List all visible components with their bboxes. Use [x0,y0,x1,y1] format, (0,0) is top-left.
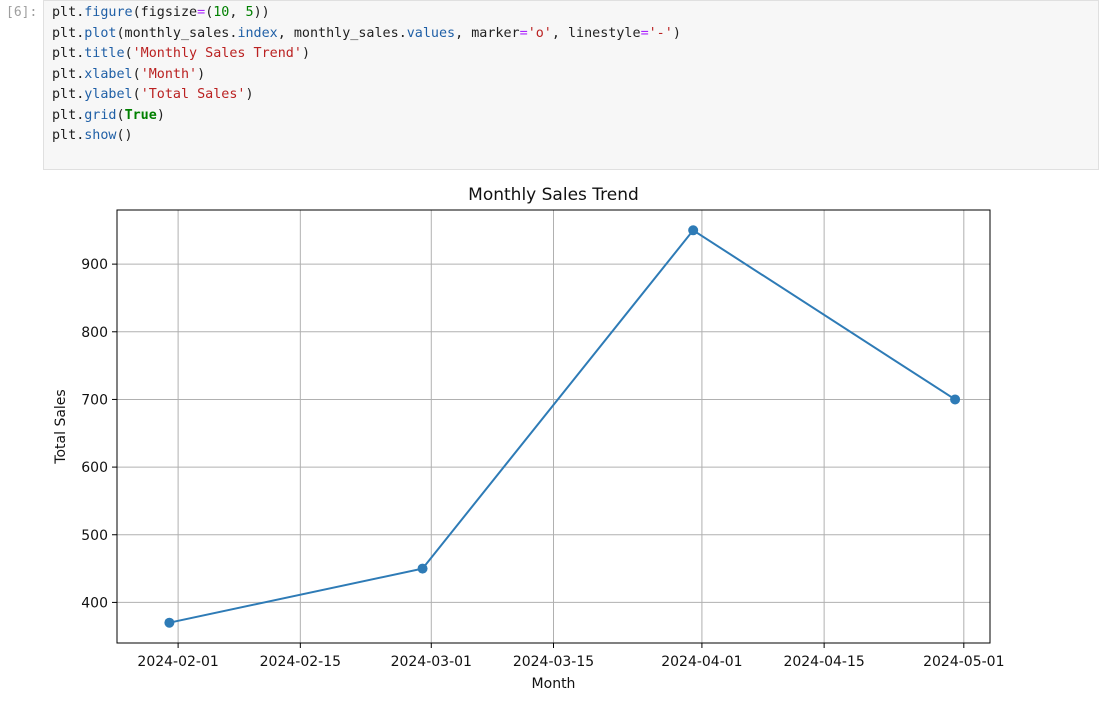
code-token: '-' [648,25,673,41]
code-token: plt [52,107,77,123]
x-axis-label: Month [532,676,576,692]
code-token: show [84,128,117,143]
code-token: 'Monthly Sales Trend' [132,46,302,61]
data-point-marker [164,617,175,628]
cell-output: 2024-02-01 2024-02-15 2024-03-01 2024-03-15… [43,170,1099,701]
code-token: . [76,5,85,20]
code-token: plt [52,66,77,82]
sales-line [169,228,956,624]
y-tick-label: 500 [81,528,108,544]
line-chart: 2024-02-01 2024-02-15 2024-03-01 2024-03-15… [53,185,1004,692]
code-token: ( [116,107,125,123]
code-token: 10 [213,5,230,20]
code-line: plt.grid(True) [52,106,681,127]
code-token: xlabel [84,66,133,82]
y-tick-label: 900 [81,257,108,273]
code-token: title [84,46,125,61]
code-token: ( [132,66,141,82]
code-token: ylabel [84,87,133,102]
code-token: , monthly_sales [277,25,399,41]
code-token: )) [253,5,270,20]
x-tick-label: 2024-04-01 [661,654,742,670]
code-token: values [406,25,456,41]
code-token: plt [52,5,77,20]
code-token: True [124,107,157,123]
code-token: ) [197,66,206,82]
code-token: plot [84,25,117,41]
series-markers [164,225,961,628]
code-token: (figsize [132,5,198,20]
code-token: . [229,25,238,41]
code-line: plt.figure(figsize=(10, 5)) [52,3,681,24]
code-token: 'Month' [140,66,198,82]
x-tick-label: 2024-03-15 [513,654,594,670]
code-token: , marker [455,25,520,41]
code-token: ) [672,25,681,41]
code-token: = [519,25,528,41]
data-point-marker [688,225,699,236]
y-tick-label: 400 [81,595,108,611]
code-token: . [76,46,85,61]
y-axis-ticks: 400 500 600 700 800 900 [81,257,117,611]
code-token: . [398,25,407,41]
code-token: . [76,107,85,123]
code-token: ( [132,87,141,102]
code-token: ( [205,5,214,20]
x-axis-ticks: 2024-02-01 2024-02-15 2024-03-01 2024-03-15… [137,643,1004,670]
code-editor[interactable]: plt.figure(figsize=(10, 5)) plt.plot(mont… [43,0,1099,170]
code-token: plt [52,46,77,61]
execution-count-prompt: [6]: [6,5,38,20]
code-token: ( [124,46,133,61]
code-token: figure [84,5,133,20]
code-line: plt.plot(monthly_sales.index, monthly_sa… [52,24,681,45]
code-token: () [116,128,133,143]
code-token: . [76,87,85,102]
grid-lines [117,210,990,643]
code-line: plt.ylabel('Total Sales') [52,85,681,106]
code-token: (monthly_sales [116,25,230,41]
code-token: ) [301,46,310,61]
code-token: = [640,25,649,41]
code-token: plt [52,128,77,143]
code-token: . [76,66,85,82]
code-token: 5 [245,5,254,20]
code-line: plt.xlabel('Month') [52,65,681,86]
code-token: 'o' [527,25,552,41]
chart-title: Monthly Sales Trend [468,185,639,205]
code-token: , [229,5,246,20]
code-token: plt [52,25,77,41]
x-tick-label: 2024-05-01 [923,654,1004,670]
code-token: ) [156,107,165,123]
code-line: plt.show() [52,126,681,147]
x-tick-label: 2024-02-01 [137,654,218,670]
code-token: ) [245,87,254,102]
code-token: grid [84,107,117,123]
x-tick-label: 2024-04-15 [783,654,864,670]
x-tick-label: 2024-02-15 [260,654,341,670]
code-token: 'Total Sales' [140,87,246,102]
code-text[interactable]: plt.figure(figsize=(10, 5)) plt.plot(mont… [52,3,681,147]
y-tick-label: 600 [81,460,108,476]
x-tick-label: 2024-03-01 [391,654,472,670]
code-line: plt.title('Monthly Sales Trend') [52,44,681,65]
code-token: . [76,128,85,143]
code-token: , linestyle [551,25,641,41]
code-token: plt [52,87,77,102]
data-point-marker [417,563,428,574]
code-token: . [76,25,85,41]
y-axis-label: Total Sales [53,389,69,464]
y-tick-label: 700 [81,392,108,408]
data-point-marker [950,394,961,405]
y-tick-label: 800 [81,325,108,341]
code-token: = [197,5,206,20]
code-token: index [237,25,278,41]
